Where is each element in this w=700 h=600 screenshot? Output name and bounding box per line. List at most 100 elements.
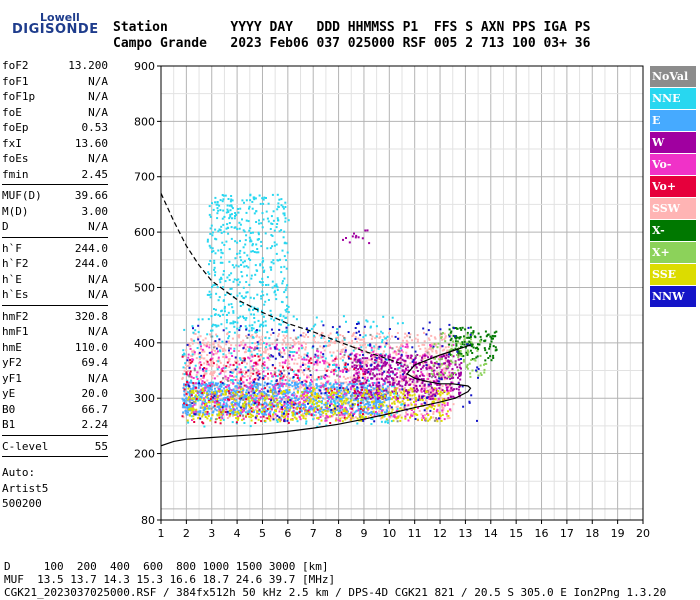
- echo-point: [420, 413, 423, 416]
- echo-point: [335, 336, 338, 339]
- echo-point: [401, 385, 404, 388]
- echo-point: [277, 369, 280, 372]
- echo-point: [405, 367, 407, 370]
- echo-point: [386, 378, 389, 381]
- echo-point: [245, 379, 248, 382]
- echo-point: [195, 390, 197, 393]
- echo-point: [285, 346, 288, 349]
- echo-point: [211, 411, 214, 414]
- echo-point: [320, 384, 323, 387]
- echo-point: [286, 389, 288, 392]
- echo-point: [253, 362, 256, 364]
- echo-point: [315, 399, 317, 402]
- echo-point: [279, 418, 282, 421]
- echo-point: [400, 344, 403, 347]
- echo-point: [384, 344, 387, 347]
- echo-point: [379, 386, 382, 389]
- param-name: C-level: [2, 439, 49, 453]
- echo-point: [271, 223, 274, 225]
- echo-point: [207, 341, 210, 344]
- echo-point: [245, 398, 248, 401]
- echo-point: [406, 346, 409, 349]
- echo-point: [304, 379, 307, 382]
- echo-point: [320, 356, 323, 359]
- echo-point: [211, 374, 214, 377]
- param-value: N/A: [88, 371, 108, 385]
- echo-point: [246, 274, 248, 277]
- echo-point: [334, 340, 336, 343]
- echo-point: [251, 355, 254, 358]
- echo-point: [251, 384, 253, 387]
- echo-point: [351, 392, 354, 394]
- echo-point: [283, 214, 286, 217]
- echo-point: [227, 340, 230, 343]
- echo-point: [213, 377, 216, 380]
- echo-point: [304, 417, 307, 420]
- echo-point: [292, 370, 295, 373]
- echo-point: [248, 324, 251, 327]
- echo-point: [297, 340, 300, 343]
- divider: [2, 236, 108, 238]
- echo-point: [254, 378, 257, 381]
- echo-point: [291, 418, 294, 421]
- echo-point: [316, 378, 318, 381]
- echo-point: [252, 196, 255, 199]
- echo-point: [306, 376, 309, 379]
- echo-point: [345, 412, 348, 415]
- echo-point: [413, 401, 415, 403]
- echo-point: [262, 357, 265, 360]
- echo-point: [295, 351, 298, 354]
- echo-point: [214, 308, 217, 311]
- echo-point: [238, 363, 241, 366]
- echo-point: [221, 369, 224, 372]
- echo-point: [416, 418, 419, 421]
- echo-point: [228, 360, 231, 363]
- echo-point: [222, 194, 225, 197]
- echo-point: [302, 415, 305, 418]
- echo-point: [300, 406, 302, 409]
- echo-point: [309, 406, 312, 409]
- echo-point: [442, 408, 445, 411]
- echo-point: [249, 193, 252, 196]
- echo-point: [332, 410, 335, 413]
- echo-point: [420, 387, 423, 390]
- echo-point: [229, 413, 232, 416]
- echo-point: [363, 391, 366, 394]
- echo-point: [439, 334, 441, 337]
- echo-point: [219, 372, 222, 375]
- echo-point: [368, 412, 371, 414]
- echo-point: [235, 361, 238, 364]
- echo-point: [239, 380, 241, 383]
- echo-point: [356, 400, 359, 403]
- echo-point: [222, 299, 225, 302]
- echo-point: [268, 344, 271, 347]
- echo-point: [236, 393, 239, 396]
- echo-point: [448, 362, 451, 365]
- echo-point: [250, 410, 253, 413]
- echo-point: [349, 416, 352, 419]
- echo-point: [324, 362, 327, 365]
- echo-point: [451, 350, 454, 353]
- echo-point: [381, 371, 384, 374]
- echo-point: [336, 328, 339, 331]
- echo-point: [406, 345, 409, 348]
- echo-point: [308, 366, 311, 369]
- echo-point: [255, 269, 258, 272]
- echo-point: [263, 391, 266, 394]
- echo-point: [224, 389, 227, 392]
- echo-point: [432, 412, 435, 415]
- echo-point: [339, 357, 342, 360]
- echo-point: [398, 366, 401, 369]
- echo-point: [380, 401, 383, 404]
- echo-point: [243, 317, 245, 320]
- echo-point: [270, 395, 273, 398]
- echo-point: [442, 362, 445, 365]
- echo-point: [283, 340, 286, 343]
- echo-point: [312, 367, 315, 370]
- echo-point: [271, 343, 274, 345]
- echo-point: [340, 392, 343, 395]
- echo-point: [201, 387, 204, 390]
- echo-point: [284, 220, 287, 223]
- echo-point: [280, 266, 283, 269]
- echo-point: [209, 232, 212, 235]
